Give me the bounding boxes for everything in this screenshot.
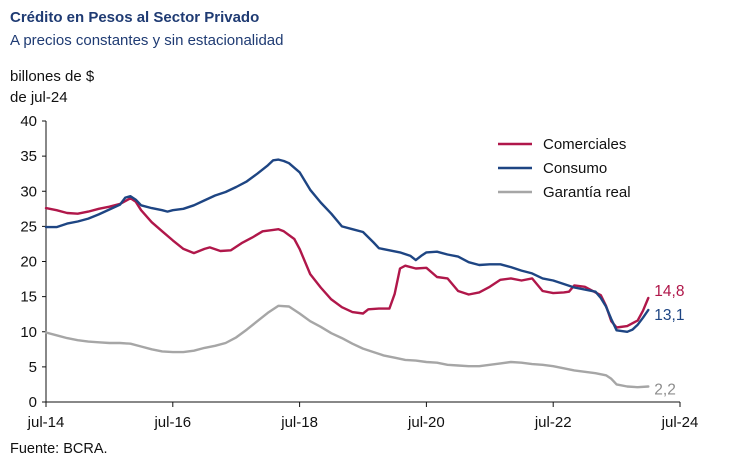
chart-legend: Comerciales Consumo Garantía real [498, 136, 631, 201]
source-note: Fuente: BCRA. [10, 441, 108, 457]
x-tick-label: jul-16 [153, 414, 191, 431]
end-label: 14,8 [654, 283, 684, 300]
y-tick-label: 25 [20, 218, 37, 235]
chart-subtitle: A precios constantes y sin estacionalida… [10, 32, 284, 49]
y-tick-label: 30 [20, 183, 37, 200]
legend-label: Garantía real [543, 184, 631, 201]
series-line-consumo [44, 158, 650, 333]
y-axis-unit-line2: de jul-24 [10, 89, 68, 106]
chart-axes: 0 5 10 15 20 25 30 35 40 jul-14 jul-16 jul-18 jul-20… [20, 113, 698, 431]
y-axis-unit-label: billones de $ de jul-24 [10, 66, 94, 108]
chart-title: Crédito en Pesos al Sector Privado [10, 9, 260, 26]
y-tick-label: 5 [29, 359, 37, 376]
y-axis-unit-line1: billones de $ [10, 68, 95, 85]
series-end-labels: 14,8 13,1 2,2 [654, 283, 684, 399]
x-tick-label: jul-14 [27, 414, 65, 431]
end-label: 2,2 [654, 382, 676, 399]
y-tick-label: 0 [29, 394, 37, 411]
y-tick-label: 15 [20, 289, 37, 306]
x-tick-label: jul-18 [280, 414, 318, 431]
x-tick-label: jul-20 [407, 414, 445, 431]
end-label: 13,1 [654, 307, 684, 324]
legend-label: Consumo [543, 160, 607, 177]
y-tick-label: 20 [20, 254, 37, 271]
y-tick-label: 40 [20, 113, 37, 130]
x-tick-label: jul-24 [661, 414, 699, 431]
y-tick-label: 35 [20, 148, 37, 165]
series-line-garant-a-real [44, 304, 650, 389]
y-tick-label: 10 [20, 324, 37, 341]
series-line-comerciales [44, 197, 650, 329]
x-tick-label: jul-22 [534, 414, 572, 431]
chart-series-lines [44, 158, 650, 389]
legend-label: Comerciales [543, 136, 626, 153]
